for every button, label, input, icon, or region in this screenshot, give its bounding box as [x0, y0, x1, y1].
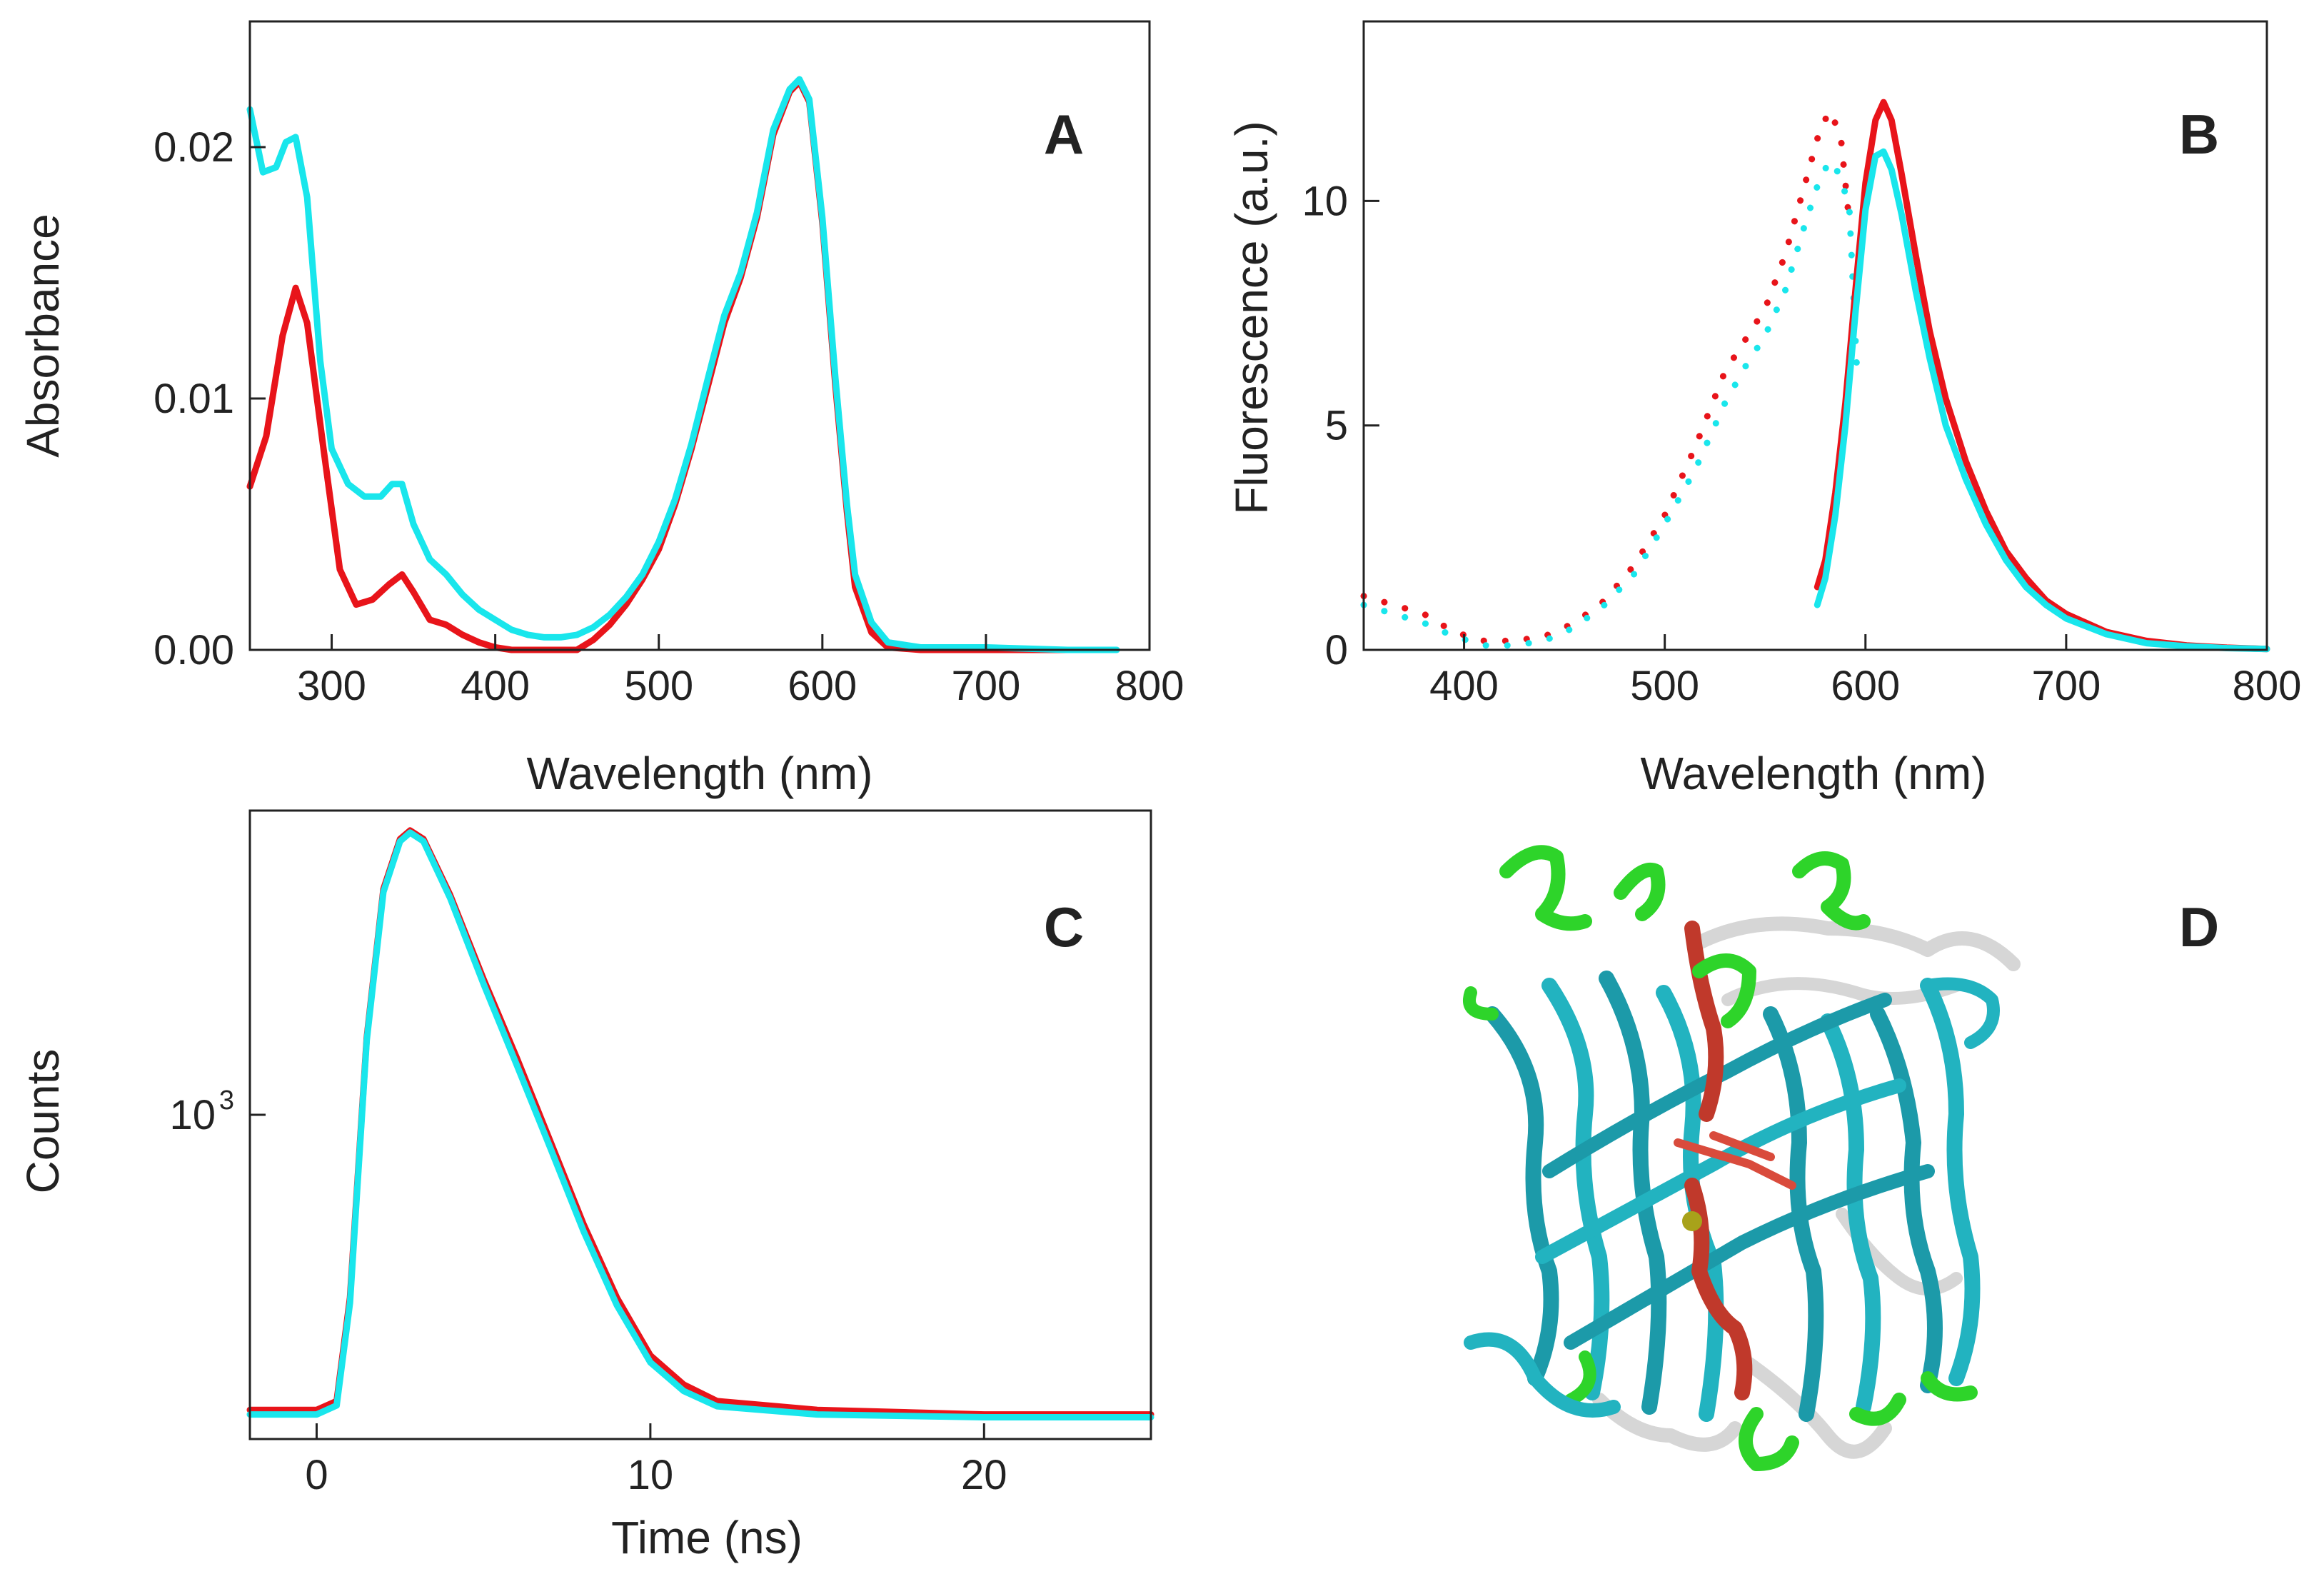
loop-white [1721, 977, 1963, 1006]
turn-green [1921, 1371, 1978, 1402]
panel-c-x-axis-label: Time (ns) [611, 1512, 803, 1563]
turn-green [1564, 1350, 1596, 1406]
panel-c-series-cyan [246, 829, 1155, 1420]
panel-b-y-axis-label: Fluorescence (a.u.) [1226, 121, 1277, 514]
x-tick-label: 300 [297, 663, 366, 709]
x-tick-label: 700 [2031, 663, 2101, 709]
panel-b-fluorescence-chart: 400 500 600 700 800 0 5 10 Wavelength (nm) Flu… [1226, 20, 2301, 799]
panel-b-plot-frame [1362, 20, 2268, 651]
x-tick-label: 800 [1115, 663, 1184, 709]
x-tick-label: 500 [1630, 663, 1699, 709]
loop-teal [1921, 977, 2000, 1049]
x-tick-label: 800 [2233, 663, 2302, 709]
panel-b-series-cyan-excitation-dotted- [1360, 157, 1861, 649]
x-tick-label: 400 [461, 663, 530, 709]
panel-d-protein-structure: D [1463, 845, 2219, 1471]
beta-strand [1484, 1006, 1559, 1386]
panel-b-x-axis-label: Wavelength (nm) [1641, 748, 1987, 799]
panel-c-series-red [246, 827, 1155, 1418]
turn-green [1499, 845, 1592, 931]
y-tick-label: 0.01 [154, 376, 234, 422]
central-helix [1684, 921, 1724, 1122]
beta-strand-diagonal [1564, 1164, 1935, 1350]
panel-d-letter: D [2179, 896, 2219, 958]
beta-strand [1920, 978, 1981, 1386]
x-tick-label: 10 [628, 1452, 674, 1498]
panel-c-series [246, 827, 1155, 1420]
panel-a-x-axis-label: Wavelength (nm) [527, 748, 873, 799]
panel-a-y-ticks: 0.00 0.01 0.02 [154, 124, 266, 673]
panel-c-x-ticks: 0 10 20 [305, 1423, 1007, 1498]
turn-green [1614, 863, 1666, 921]
panel-a-letter: A [1044, 103, 1084, 166]
beta-strand [1599, 971, 1667, 1415]
beta-strand [1820, 1013, 1881, 1415]
y-tick-label: 0.02 [154, 124, 234, 171]
x-tick-label: 500 [624, 663, 693, 709]
y-tick-exponent: 3 [219, 1086, 234, 1116]
panel-c-letter: C [1044, 896, 1084, 958]
y-tick-label: 5 [1325, 403, 1348, 449]
beta-strand [1870, 1006, 1943, 1393]
x-tick-label: 700 [952, 663, 1021, 709]
y-tick-label: 0.00 [154, 627, 234, 673]
panel-a-series [246, 76, 1120, 653]
beta-strand-diagonal [1542, 993, 1892, 1178]
panel-b-series [1360, 99, 2270, 653]
turn-green [1739, 1407, 1799, 1471]
turn-green [1692, 953, 1756, 1028]
turn-green [1792, 851, 1871, 931]
loop-white [1742, 1357, 1892, 1459]
chromophore [1674, 1131, 1796, 1190]
turn-green [1463, 986, 1499, 1021]
x-tick-label: 0 [305, 1452, 328, 1498]
panel-a-series-red [246, 79, 1071, 653]
panel-b-y-ticks: 0 5 10 [1302, 178, 1379, 673]
y-tick-label: 0 [1325, 627, 1348, 673]
panel-a-y-axis-label: Absorbance [17, 214, 69, 458]
loop-white [1592, 1393, 1742, 1452]
x-tick-label: 600 [1831, 663, 1900, 709]
panel-c-y-ticks: 10 3 [169, 1086, 266, 1138]
panel-a-x-ticks: 300 400 500 600 700 800 [297, 634, 1184, 709]
panel-a-absorbance-chart: 300 400 500 600 700 800 0.00 0.01 0.02 Waveleng… [17, 20, 1184, 799]
panel-b-letter: B [2179, 103, 2219, 166]
chromophore-atom [1682, 1211, 1702, 1231]
turn-green [1849, 1393, 1906, 1426]
loop-white [1692, 916, 2021, 971]
x-tick-label: 20 [961, 1452, 1007, 1498]
panel-c-y-axis-label: Counts [17, 1049, 69, 1194]
panel-b-series-red-emission [1814, 99, 2270, 653]
panel-b-x-ticks: 400 500 600 700 800 [1429, 634, 2301, 709]
panel-c-decay-chart: 0 10 20 10 3 Time (ns) Counts C [17, 809, 1155, 1563]
panel-a-series-cyan [246, 76, 1120, 653]
panel-a-plot-frame [248, 20, 1151, 651]
y-tick-label: 10 [169, 1092, 216, 1138]
loop-teal [1464, 1332, 1621, 1418]
x-tick-label: 600 [788, 663, 857, 709]
x-tick-label: 400 [1429, 663, 1499, 709]
y-tick-label: 10 [1302, 178, 1348, 224]
panel-c-plot-frame [248, 809, 1152, 1440]
panel-b-series-cyan-emission [1814, 148, 2270, 653]
beta-strand-diagonal [1535, 1078, 1906, 1264]
protein-backbone-tubes [1463, 845, 2021, 1471]
panel-b-series-red-excitation-dotted- [1360, 108, 1853, 644]
